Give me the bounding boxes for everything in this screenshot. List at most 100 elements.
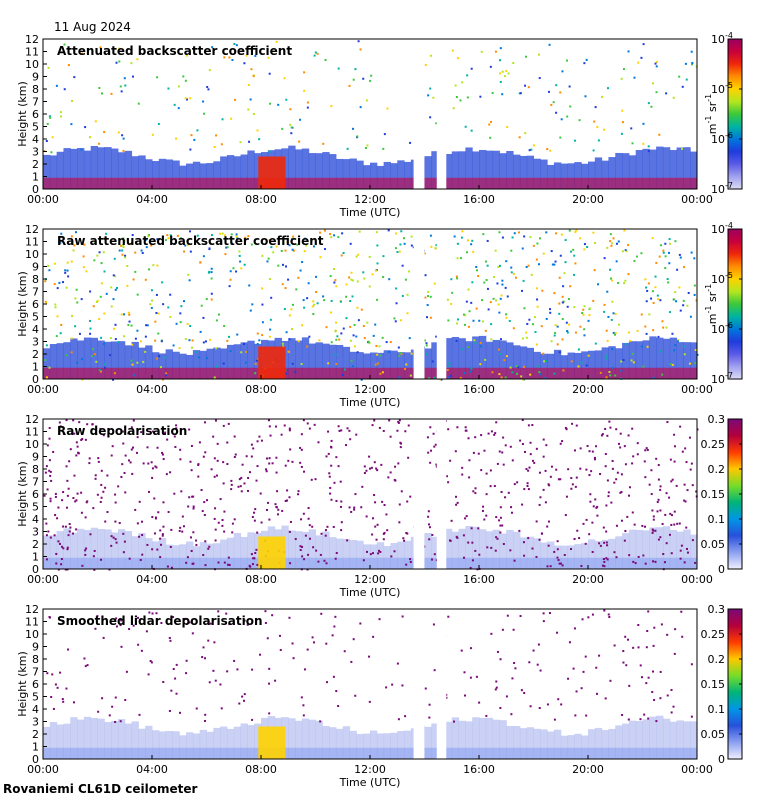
y-tick-label: 1 xyxy=(32,741,39,754)
y-tick-label: 1 xyxy=(32,551,39,564)
colorbar-tick-label: 0.25 xyxy=(701,628,726,641)
y-tick-label: 11 xyxy=(25,236,39,249)
x-axis-label: Time (UTC) xyxy=(339,586,401,599)
y-tick-label: 8 xyxy=(32,273,39,286)
colorbar-gradient xyxy=(727,228,743,380)
x-tick-label: 08:00 xyxy=(245,383,277,396)
colorbar-tick-exponent: -6 xyxy=(725,131,733,140)
y-tick-label: 7 xyxy=(32,96,39,109)
x-tick-label: 12:00 xyxy=(354,573,386,586)
site-label: Rovaniemi CL61D ceilometer xyxy=(3,782,198,796)
y-tick-label: 3 xyxy=(32,336,39,349)
colorbar-tick-label: 0.15 xyxy=(701,488,726,501)
y-tick-label: 6 xyxy=(32,678,39,691)
y-axis-label: Height (km) xyxy=(16,461,29,527)
y-tick-label: 11 xyxy=(25,616,39,629)
y-tick-label: 8 xyxy=(32,83,39,96)
y-tick-label: 6 xyxy=(32,488,39,501)
y-tick-label: 11 xyxy=(25,46,39,59)
data-gap xyxy=(436,229,447,379)
y-tick-label: 6 xyxy=(32,108,39,121)
y-tick-label: 1 xyxy=(32,361,39,374)
x-tick-label: 00:00 xyxy=(27,383,59,396)
colorbar-unit-label: m-1 sr-1 xyxy=(704,94,719,134)
colorbar: 10-710-610-510 -4m-1 sr-1 xyxy=(704,31,743,196)
x-tick-label: 08:00 xyxy=(245,193,277,206)
data-gap xyxy=(413,609,425,759)
date-label: 11 Aug 2024 xyxy=(54,20,131,34)
colorbar-unit-label: m-1 sr-1 xyxy=(704,284,719,324)
colorbar-tick-label: 0.3 xyxy=(708,413,726,426)
y-tick-label: 12 xyxy=(25,33,39,46)
y-tick-label: 12 xyxy=(25,413,39,426)
y-tick-label: 5 xyxy=(32,121,39,134)
colorbar-tick-label: 10 xyxy=(711,83,725,96)
y-tick-label: 12 xyxy=(25,223,39,236)
y-tick-label: 1 xyxy=(32,171,39,184)
colorbar-tick-label: 10 xyxy=(711,223,725,236)
panel-title: Raw depolarisation xyxy=(57,424,187,438)
x-tick-label: 08:00 xyxy=(245,763,277,776)
y-tick-label: 6 xyxy=(32,298,39,311)
cloud-feature xyxy=(258,726,286,759)
cloud-feature xyxy=(258,346,286,379)
y-tick-label: 9 xyxy=(32,71,39,84)
x-tick-label: 04:00 xyxy=(136,383,168,396)
data-gap xyxy=(436,609,447,759)
data-gap xyxy=(436,419,447,569)
y-tick-label: 4 xyxy=(32,323,39,336)
x-tick-label: 04:00 xyxy=(136,763,168,776)
x-tick-label: 16:00 xyxy=(463,193,495,206)
panel-1: Attenuated backscatter coefficient012345… xyxy=(16,31,743,219)
cloud-feature xyxy=(258,156,286,189)
x-tick-label: 00:00 xyxy=(681,193,713,206)
y-tick-label: 3 xyxy=(32,146,39,159)
colorbar: 10-710-610-510 -4m-1 sr-1 xyxy=(704,221,743,386)
colorbar-tick-label: 10 xyxy=(711,323,725,336)
colorbar-tick-label: 10 xyxy=(711,273,725,286)
panel-4: Smoothed lidar depolarisation01234567891… xyxy=(16,603,743,789)
data-gap xyxy=(413,39,425,189)
x-axis-label: Time (UTC) xyxy=(339,396,401,409)
colorbar-tick-label: 10 xyxy=(711,33,725,46)
colorbar-tick-label: 0.1 xyxy=(708,513,726,526)
panel-title: Smoothed lidar depolarisation xyxy=(57,614,263,628)
y-tick-label: 0 xyxy=(32,753,39,766)
y-tick-label: 9 xyxy=(32,641,39,654)
y-tick-label: 5 xyxy=(32,311,39,324)
colorbar-tick-label: 0.2 xyxy=(708,463,726,476)
colorbar-tick-label: 10 xyxy=(711,183,725,196)
colorbar-tick-exponent: -5 xyxy=(725,271,733,280)
x-tick-label: 00:00 xyxy=(27,193,59,206)
data-gap xyxy=(413,419,425,569)
x-tick-label: 12:00 xyxy=(354,383,386,396)
y-tick-label: 2 xyxy=(32,728,39,741)
panel-title: Attenuated backscatter coefficient xyxy=(57,44,292,58)
x-tick-label: 00:00 xyxy=(681,383,713,396)
y-tick-label: 0 xyxy=(32,183,39,196)
y-tick-label: 9 xyxy=(32,261,39,274)
colorbar-tick-label: 10 xyxy=(711,373,725,386)
y-tick-label: 7 xyxy=(32,476,39,489)
y-tick-label: 7 xyxy=(32,666,39,679)
colorbar-tick-label: 0.3 xyxy=(708,603,726,616)
y-tick-label: 4 xyxy=(32,513,39,526)
x-tick-label: 20:00 xyxy=(572,763,604,776)
x-tick-label: 04:00 xyxy=(136,573,168,586)
y-tick-label: 8 xyxy=(32,653,39,666)
y-tick-label: 8 xyxy=(32,463,39,476)
y-tick-label: 10 xyxy=(25,58,39,71)
cloud-feature xyxy=(258,536,286,569)
panel-2: Raw attenuated backscatter coefficient01… xyxy=(16,221,743,409)
x-tick-label: 12:00 xyxy=(354,193,386,206)
y-tick-label: 2 xyxy=(32,158,39,171)
backscatter-field xyxy=(43,229,699,381)
colorbar-tick-exponent: -7 xyxy=(725,181,733,190)
y-tick-label: 7 xyxy=(32,286,39,299)
colorbar: 0 0.05 0.1 0.15 0.2 0.25 0.3 xyxy=(701,603,743,766)
x-tick-label: 16:00 xyxy=(463,763,495,776)
colorbar-tick-exponent: -4 xyxy=(725,221,733,230)
colorbar-tick-label: 0.15 xyxy=(701,678,726,691)
